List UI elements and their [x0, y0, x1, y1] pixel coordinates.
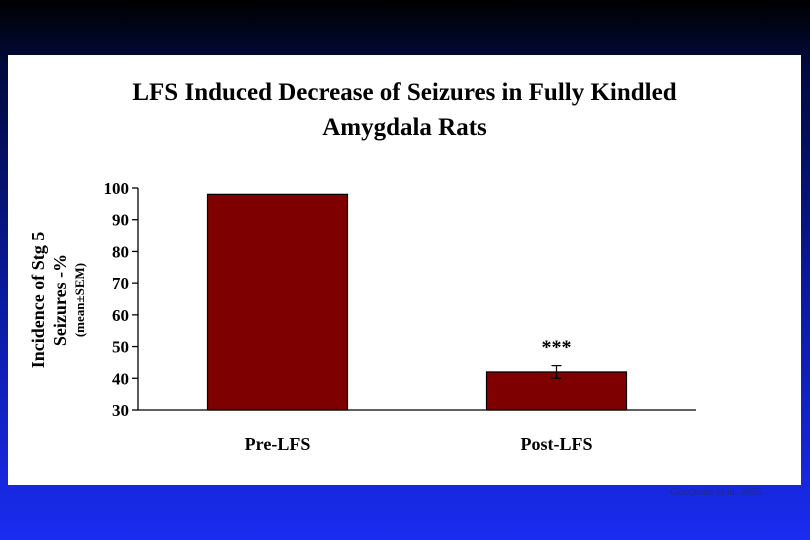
bar-post-lfs	[485, 371, 628, 411]
x-category-label: Pre-LFS	[245, 434, 311, 454]
significance-marker: ***	[542, 337, 572, 359]
y-tick-label: 90	[112, 211, 129, 230]
bar-chart: 30 40 50 60 70 80 90 100 Pre-LFS *** Post-LFS	[104, 179, 696, 454]
slide-panel: LFS Induced Decrease of Seizures in Full…	[8, 55, 801, 485]
chart-title-line-1: LFS Induced Decrease of Seizures in Full…	[132, 79, 677, 106]
y-tick-label: 40	[112, 369, 129, 388]
y-tick-label: 60	[112, 306, 129, 325]
y-tick-label: 70	[112, 274, 129, 293]
chart-title-line-2: Amygdala Rats	[322, 114, 487, 141]
bar-pre-lfs	[206, 193, 349, 411]
y-tick-label: 50	[112, 338, 129, 357]
y-tick-label: 30	[112, 401, 129, 420]
y-tick-label: 80	[112, 242, 129, 261]
y-tick-label: 100	[104, 179, 130, 198]
x-category-label: Post-LFS	[521, 434, 593, 454]
citation-credit: Goodman et al. 2005	[670, 486, 763, 498]
chart-title: LFS Induced Decrease of Seizures in Full…	[8, 75, 801, 145]
